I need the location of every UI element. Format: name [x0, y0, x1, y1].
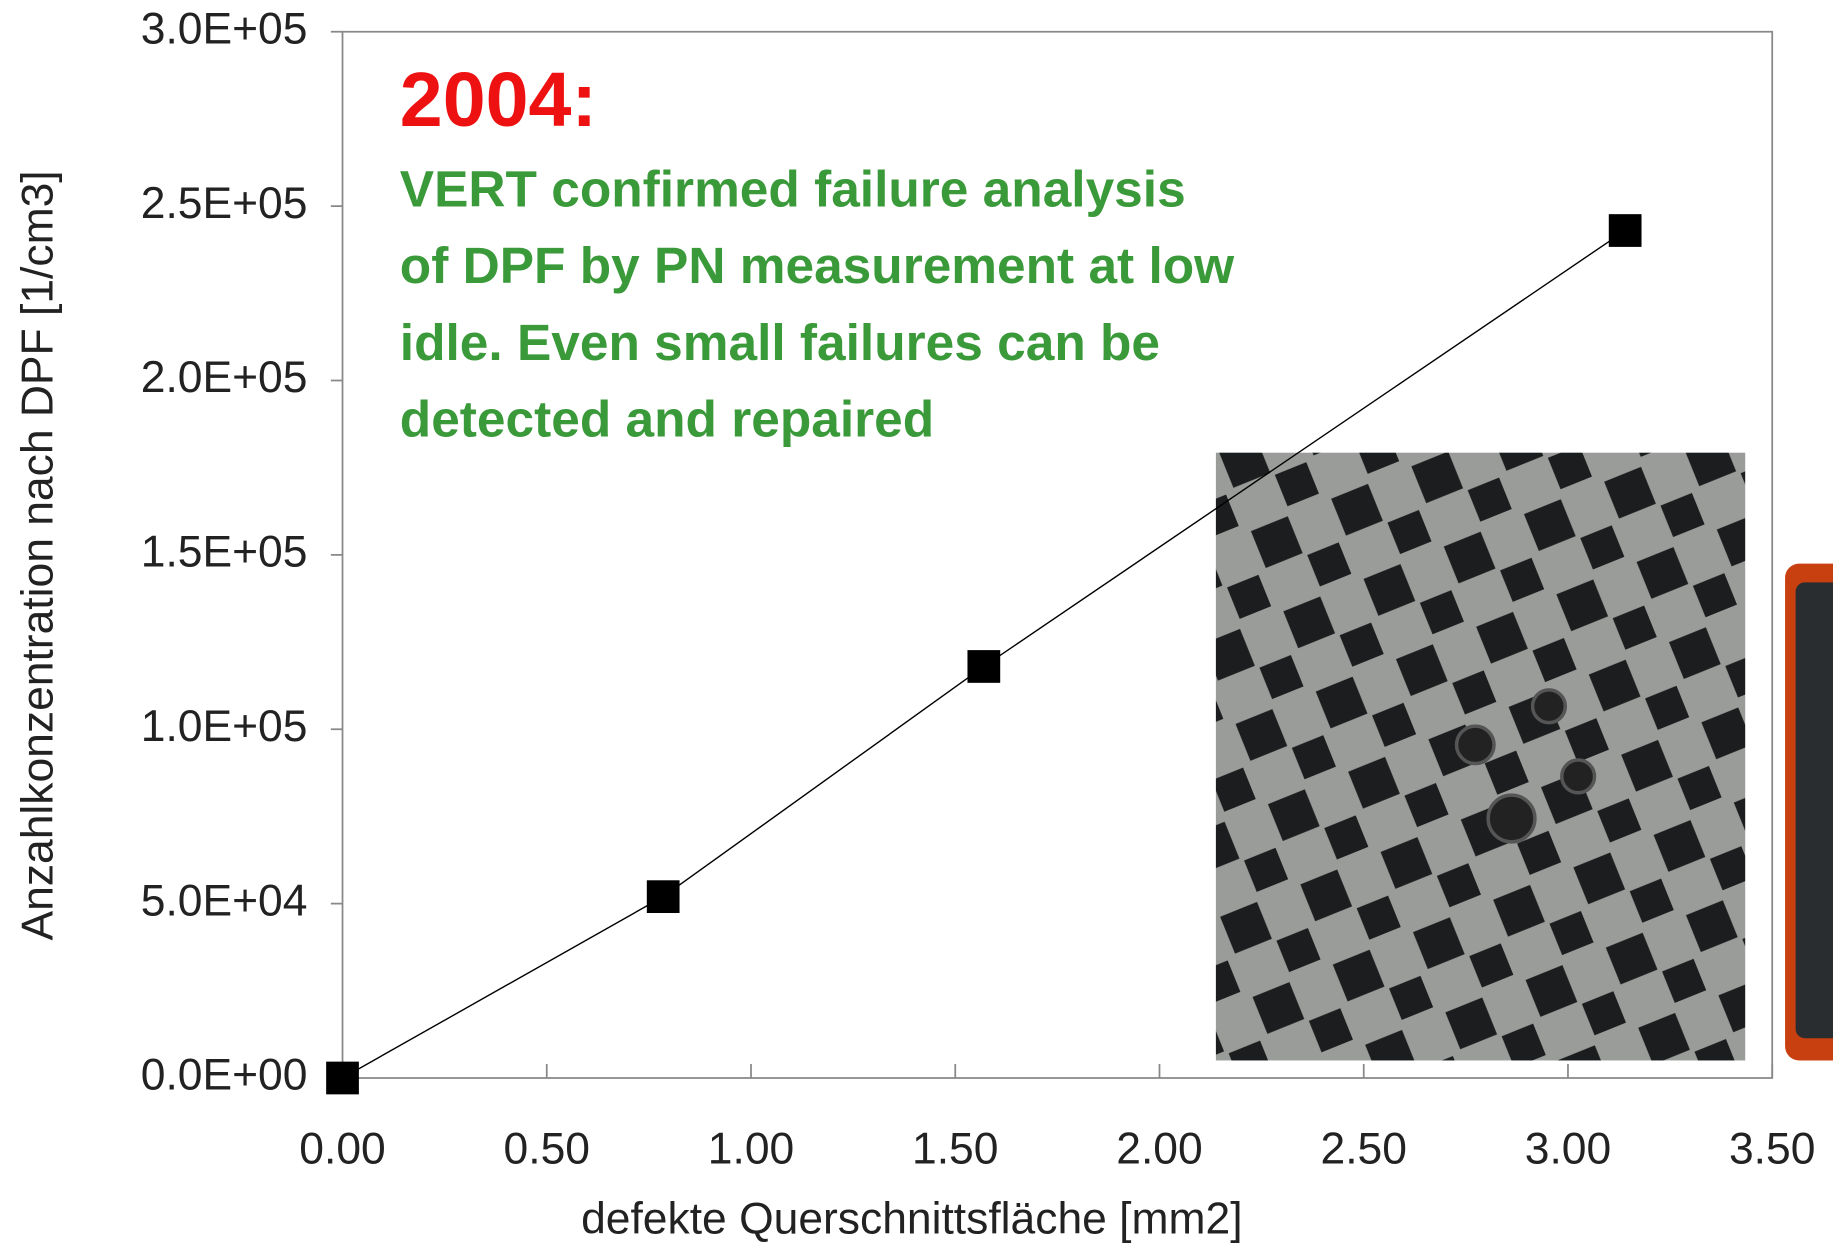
data-point: [1609, 214, 1642, 247]
y-axis-label: Anzahlkonzentration nach DPF [1/cm3]: [14, 170, 63, 940]
chart: 2004: VERT confirmed failure analysis of …: [0, 0, 1833, 1243]
x-axis-label: defekte Querschnittsfläche [mm2]: [581, 1195, 1242, 1243]
y-tick-label: 2.5E+05: [141, 179, 308, 228]
y-tick-label: 1.0E+05: [141, 702, 308, 751]
x-tick-label: 0.00: [299, 1124, 385, 1173]
y-tick-label: 2.0E+05: [141, 353, 308, 402]
x-tick-label: 1.00: [708, 1124, 794, 1173]
annotation-line: of DPF by PN measurement at low: [400, 236, 1235, 294]
data-point: [326, 1062, 359, 1095]
x-tick-label: 0.50: [504, 1124, 590, 1173]
annotation-line: VERT confirmed failure analysis: [400, 160, 1186, 218]
year-annotation: 2004:: [400, 57, 597, 143]
x-tick-label: 2.50: [1321, 1124, 1407, 1173]
annotation-line: idle. Even small failures can be: [400, 313, 1160, 371]
y-tick-label: 0.0E+00: [141, 1051, 308, 1100]
x-tick-label: 1.50: [912, 1124, 998, 1173]
data-point: [647, 880, 680, 913]
y-tick-label: 1.5E+05: [141, 528, 308, 577]
side-device: [1785, 564, 1833, 1061]
y-tick-label: 5.0E+04: [141, 876, 308, 925]
data-point: [967, 650, 1000, 683]
annotation-line: detected and repaired: [400, 389, 934, 447]
x-tick-label: 3.50: [1729, 1124, 1815, 1173]
filter-photo: [1216, 453, 1746, 1061]
x-tick-label: 2.00: [1116, 1124, 1202, 1173]
x-tick-label: 3.00: [1525, 1124, 1611, 1173]
y-tick-label: 3.0E+05: [141, 4, 308, 53]
